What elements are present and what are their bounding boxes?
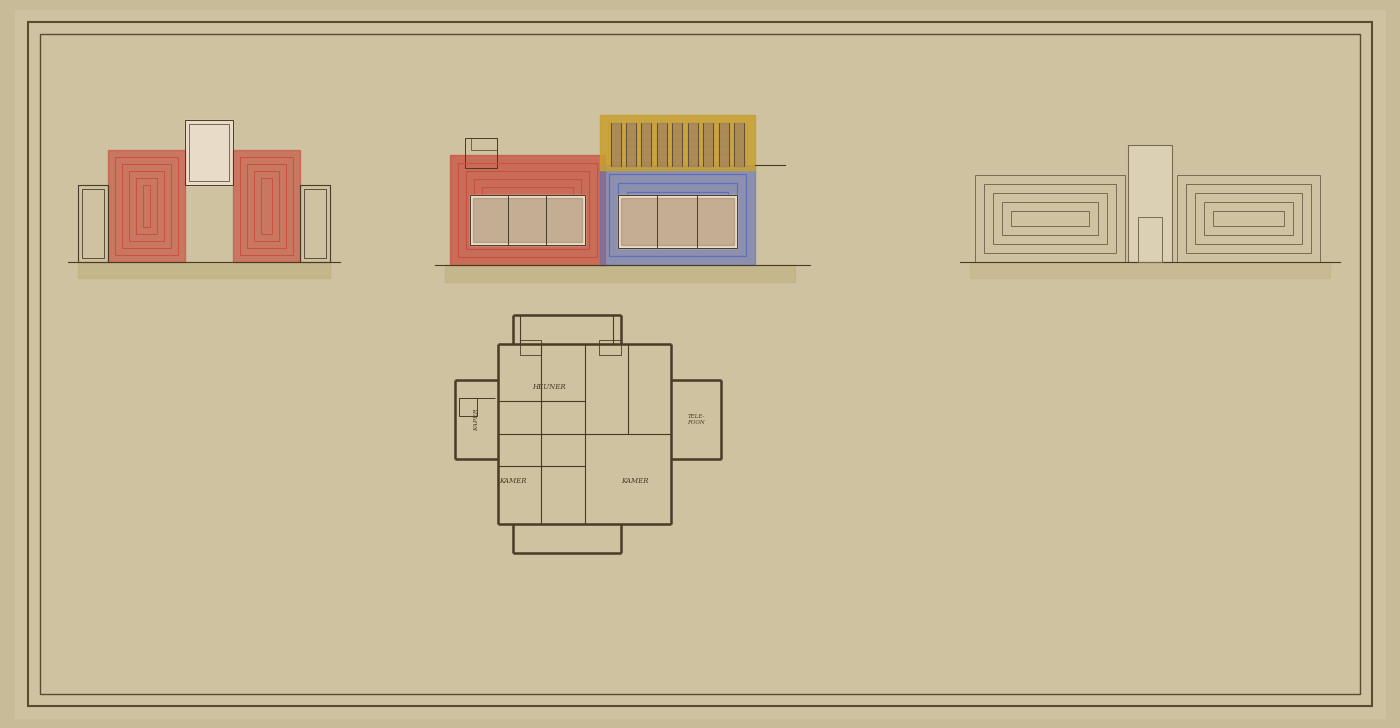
Bar xyxy=(608,123,748,162)
Bar xyxy=(304,189,326,258)
Bar xyxy=(459,397,476,416)
Bar xyxy=(466,171,589,249)
Bar xyxy=(232,150,300,262)
Bar xyxy=(78,262,330,278)
Bar xyxy=(672,123,682,166)
Bar xyxy=(970,262,1330,278)
Bar xyxy=(616,131,739,154)
Text: TELE-
FOON: TELE- FOON xyxy=(687,414,706,425)
Bar xyxy=(185,120,232,185)
Bar xyxy=(1011,211,1089,226)
Bar xyxy=(984,184,1116,253)
Bar xyxy=(519,340,542,355)
Bar xyxy=(610,123,622,166)
Bar xyxy=(1128,145,1172,262)
Bar xyxy=(498,203,557,217)
Text: KAMER: KAMER xyxy=(498,477,526,485)
Bar xyxy=(189,124,230,181)
Bar xyxy=(626,123,636,166)
Bar xyxy=(627,192,728,238)
Bar xyxy=(185,120,232,185)
Bar xyxy=(253,171,279,241)
Text: HEUNER: HEUNER xyxy=(532,383,566,391)
Text: KAMER: KAMER xyxy=(622,477,648,485)
Bar xyxy=(475,179,581,241)
Bar xyxy=(83,189,104,258)
Bar xyxy=(143,185,150,227)
Bar xyxy=(490,195,566,225)
Bar xyxy=(470,138,497,150)
Bar xyxy=(246,164,286,248)
Bar xyxy=(636,201,720,229)
Bar xyxy=(734,123,743,166)
Bar xyxy=(260,178,272,234)
Bar xyxy=(1204,202,1294,235)
Bar xyxy=(445,265,795,282)
Bar xyxy=(129,171,164,241)
Bar xyxy=(239,157,293,255)
Bar xyxy=(470,195,585,245)
Bar xyxy=(1128,145,1172,262)
Bar xyxy=(617,183,736,247)
Bar xyxy=(1196,193,1302,244)
Bar xyxy=(449,155,605,265)
Bar xyxy=(703,123,713,166)
Bar xyxy=(599,340,620,355)
Bar xyxy=(136,178,157,234)
Bar xyxy=(624,139,731,146)
Bar xyxy=(617,195,736,248)
Bar xyxy=(458,163,596,257)
Bar xyxy=(601,115,755,170)
Bar xyxy=(1212,211,1284,226)
Bar xyxy=(108,150,185,262)
Bar xyxy=(622,198,734,245)
Bar xyxy=(300,185,330,262)
Bar xyxy=(609,174,746,256)
Bar xyxy=(645,210,710,220)
Bar xyxy=(601,165,755,265)
Bar xyxy=(1186,184,1310,253)
Bar xyxy=(470,195,585,245)
Bar xyxy=(473,198,582,242)
Bar xyxy=(465,138,497,168)
Bar xyxy=(641,123,651,166)
Bar xyxy=(993,193,1107,244)
Text: KAPER: KAPER xyxy=(475,408,479,431)
Bar xyxy=(78,185,108,262)
Bar xyxy=(1002,202,1098,235)
Bar xyxy=(1177,175,1320,262)
Bar xyxy=(1138,217,1162,262)
Bar xyxy=(720,123,729,166)
Bar xyxy=(482,187,573,233)
Bar xyxy=(657,123,666,166)
Bar xyxy=(122,164,171,248)
Bar xyxy=(974,175,1126,262)
Bar xyxy=(617,195,736,248)
Bar xyxy=(115,157,178,255)
Bar xyxy=(687,123,699,166)
